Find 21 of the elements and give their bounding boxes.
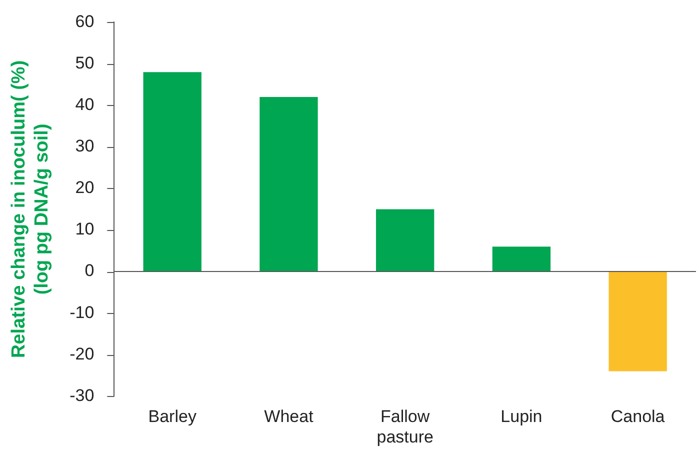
bar [143,72,202,272]
y-tick-label: 30 [75,136,94,156]
x-tick-label: Lupin [500,407,542,426]
bar [608,272,667,372]
x-tick-label: Barley [148,407,197,426]
y-tick-label: 0 [84,261,94,280]
y-tick-label: 20 [75,178,94,198]
y-tick-label: 60 [75,12,94,31]
x-tick-label: Canola [610,407,666,426]
x-tick-label: Fallow pasture [376,407,434,446]
y-tick-label: -30 [70,386,94,405]
x-tick-label: Wheat [264,407,314,426]
bar [492,246,551,272]
y-axis-title: Relative change in inoculum( (%) (log pg DNA/g soil) [8,60,52,358]
y-tick-label: 40 [75,95,94,114]
y-tick-label: 50 [75,53,94,72]
y-tick-label: 10 [75,220,94,239]
y-tick-label: -20 [70,344,94,364]
bar [260,97,318,272]
bar [376,209,434,272]
y-tick-label: -10 [70,302,94,322]
